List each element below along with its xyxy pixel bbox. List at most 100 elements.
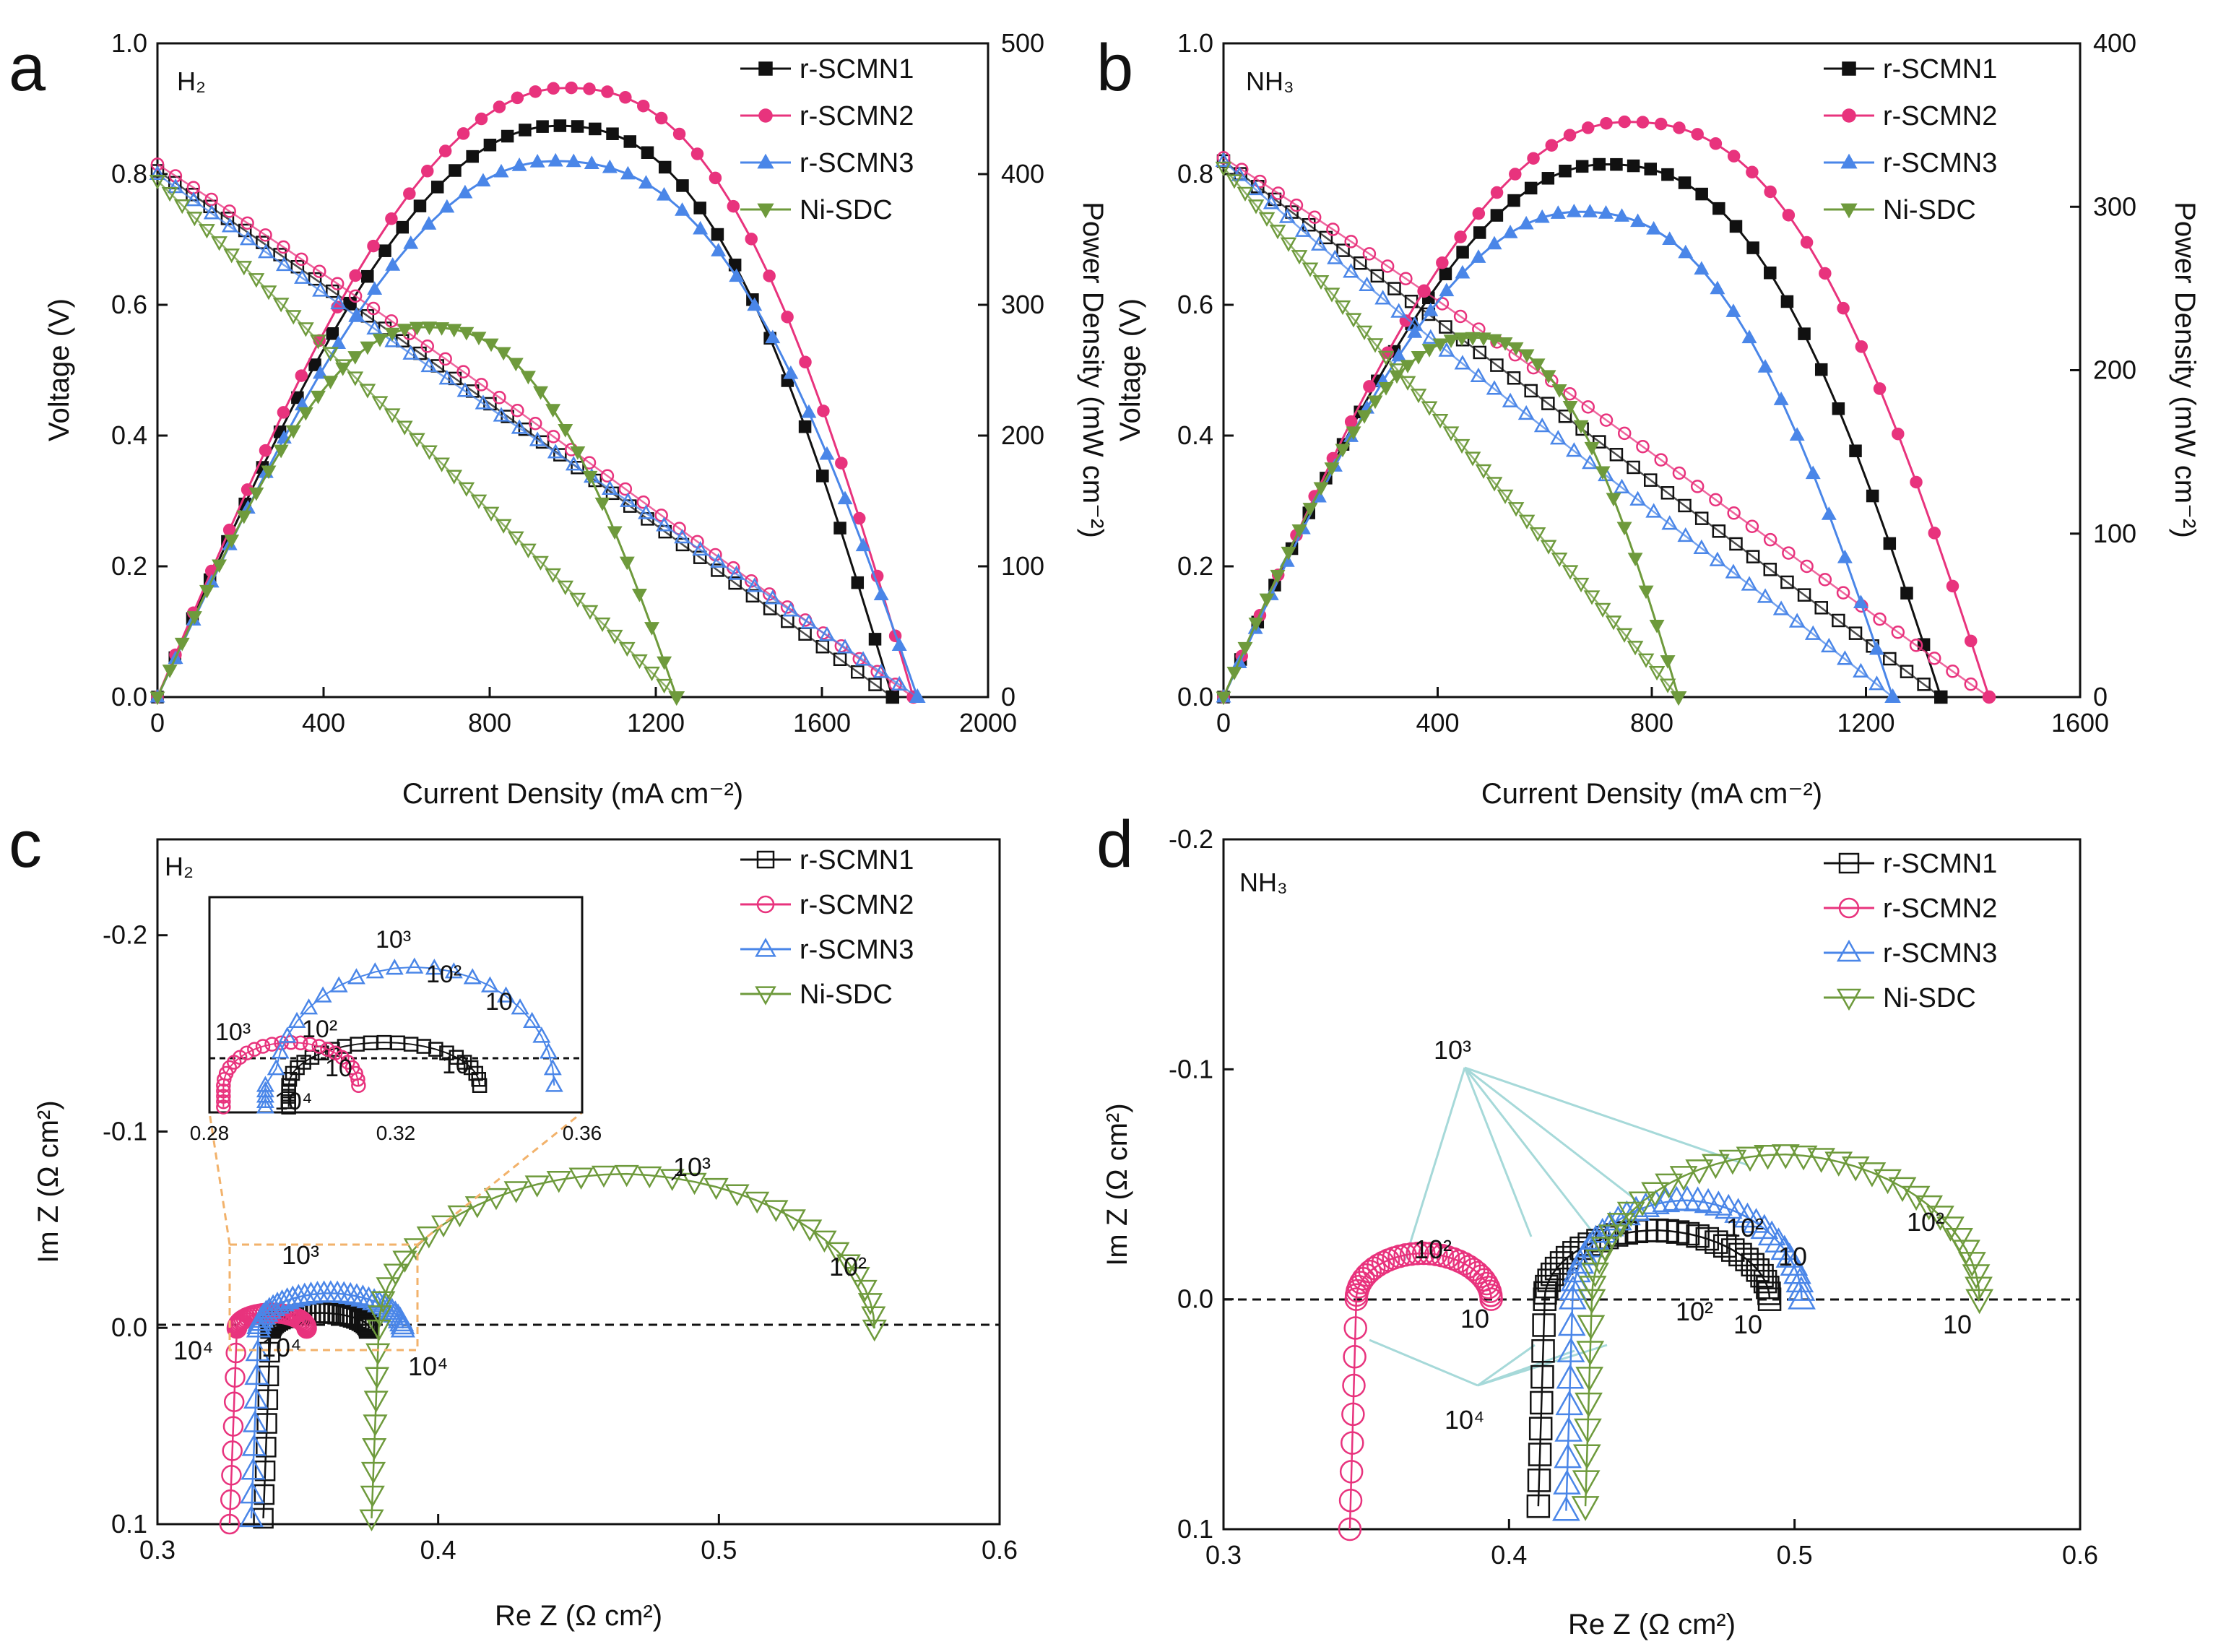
nyquist-curve-r-SCMN2: [1348, 1252, 1492, 1530]
nyquist-point: [1756, 1276, 1780, 1299]
panel-b-legend: r-SCMN1 r-SCMN2 r-SCMN3 Ni-SDC: [1824, 54, 1997, 225]
nyquist-point: [1576, 1341, 1605, 1366]
voltage-point: [631, 654, 648, 670]
power-point: [1439, 282, 1455, 297]
inset-point: [256, 1076, 274, 1092]
voltage-point: [1323, 287, 1341, 303]
voltage-point: [1746, 550, 1760, 563]
power-point: [349, 269, 362, 282]
power-point: [1486, 235, 1502, 250]
voltage-point: [1387, 282, 1401, 295]
power-point: [323, 376, 339, 389]
nyquist-point: [1750, 1214, 1779, 1240]
power-point: [1432, 338, 1448, 353]
power-point: [403, 187, 416, 200]
voltage-curve-r-SCMN3: [1223, 160, 1894, 698]
voltage-curve-r-SCMN1: [157, 170, 893, 699]
voltage-point: [1486, 380, 1503, 395]
nyquist-point: [360, 1485, 385, 1508]
nyquist-point: [1962, 1264, 1991, 1289]
nyquist-point: [365, 1343, 391, 1366]
inset-point: [543, 1059, 562, 1076]
inset-point: [365, 962, 384, 979]
voltage-point: [203, 204, 220, 220]
panel-d-legend: r-SCMN1 r-SCMN2 r-SCMN3 Ni-SDC: [1824, 849, 1997, 1013]
nyquist-point: [242, 1410, 268, 1432]
nyquist-point: [338, 1281, 363, 1305]
nyquist-point: [1641, 1182, 1669, 1208]
inset-curve-r-SCMN1: [287, 1042, 481, 1107]
x-tick-label: 1600: [2051, 708, 2109, 738]
inset-point: [449, 1050, 464, 1065]
nyquist-point: [274, 1287, 300, 1310]
frequency-label: 10⁴: [1445, 1405, 1485, 1435]
voltage-point: [1582, 454, 1598, 470]
nyquist-point: [359, 1509, 384, 1532]
nyquist-point: [1559, 1275, 1588, 1301]
inset-point: [463, 968, 482, 985]
voltage-point: [235, 261, 253, 276]
voltage-point: [1336, 243, 1350, 257]
voltage-point: [1566, 442, 1582, 457]
nyquist-point: [371, 1291, 396, 1313]
voltage-point: [1643, 473, 1658, 487]
power-point: [781, 311, 794, 324]
power-point: [385, 212, 398, 225]
power-point: [1541, 172, 1555, 185]
frequency-label: 10²: [426, 961, 462, 988]
power-point: [1764, 267, 1777, 280]
power-point: [1654, 117, 1668, 131]
nyquist-point: [1527, 1469, 1551, 1492]
power-point: [1423, 302, 1439, 316]
voltage-point: [1873, 612, 1887, 626]
y-tick-label: 0.2: [111, 551, 147, 581]
x-tick-label: 0.4: [1491, 1540, 1527, 1570]
panel-d-gas-label: NH₃: [1239, 868, 1288, 897]
power-point: [1934, 691, 1948, 704]
voltage-point: [529, 431, 546, 446]
nyquist-point: [1780, 1250, 1809, 1276]
power-point: [1712, 202, 1725, 215]
voltage-point: [782, 602, 800, 617]
inset-point: [511, 998, 529, 1015]
voltage-point: [600, 469, 615, 483]
voltage-point: [1917, 678, 1931, 691]
voltage-point: [1453, 309, 1468, 324]
power-point: [446, 324, 462, 338]
panel-a-ylabel: Voltage (V): [43, 298, 75, 441]
inset-point: [247, 1042, 262, 1057]
nyquist-point: [1577, 1289, 1606, 1315]
nyquist-point: [1553, 1469, 1581, 1495]
power-point: [1695, 187, 1708, 201]
power-point: [602, 159, 618, 173]
power-point: [638, 175, 654, 189]
voltage-point: [1356, 325, 1373, 341]
voltage-point: [1637, 653, 1655, 668]
nyquist-point: [364, 1367, 390, 1389]
power-point: [1837, 301, 1850, 315]
nyquist-point: [1874, 1169, 1902, 1195]
voltage-point: [1442, 426, 1460, 441]
voltage-point: [310, 334, 326, 350]
voltage-point: [1558, 410, 1572, 423]
panel-b-ylabel: Voltage (V): [1114, 298, 1146, 441]
inset-point: [267, 1059, 285, 1076]
voltage-point: [1780, 575, 1794, 589]
voltage-point: [1497, 489, 1514, 504]
x-tick-label: 0.3: [139, 1535, 176, 1565]
voltage-point: [1226, 174, 1243, 189]
frequency-label: 10⁴: [173, 1336, 214, 1365]
voltage-point: [746, 577, 763, 592]
power-point: [1443, 334, 1459, 348]
power-point: [1456, 246, 1469, 259]
nyquist-point: [1354, 1263, 1379, 1287]
voltage-point: [1772, 600, 1790, 615]
power-point: [566, 153, 581, 168]
power-point: [1782, 209, 1796, 222]
power-point: [631, 588, 647, 602]
power-point: [457, 184, 473, 199]
voltage-point: [529, 417, 542, 431]
voltage-point: [294, 269, 311, 284]
inset-point: [539, 1042, 558, 1059]
nyquist-point: [1554, 1417, 1583, 1442]
